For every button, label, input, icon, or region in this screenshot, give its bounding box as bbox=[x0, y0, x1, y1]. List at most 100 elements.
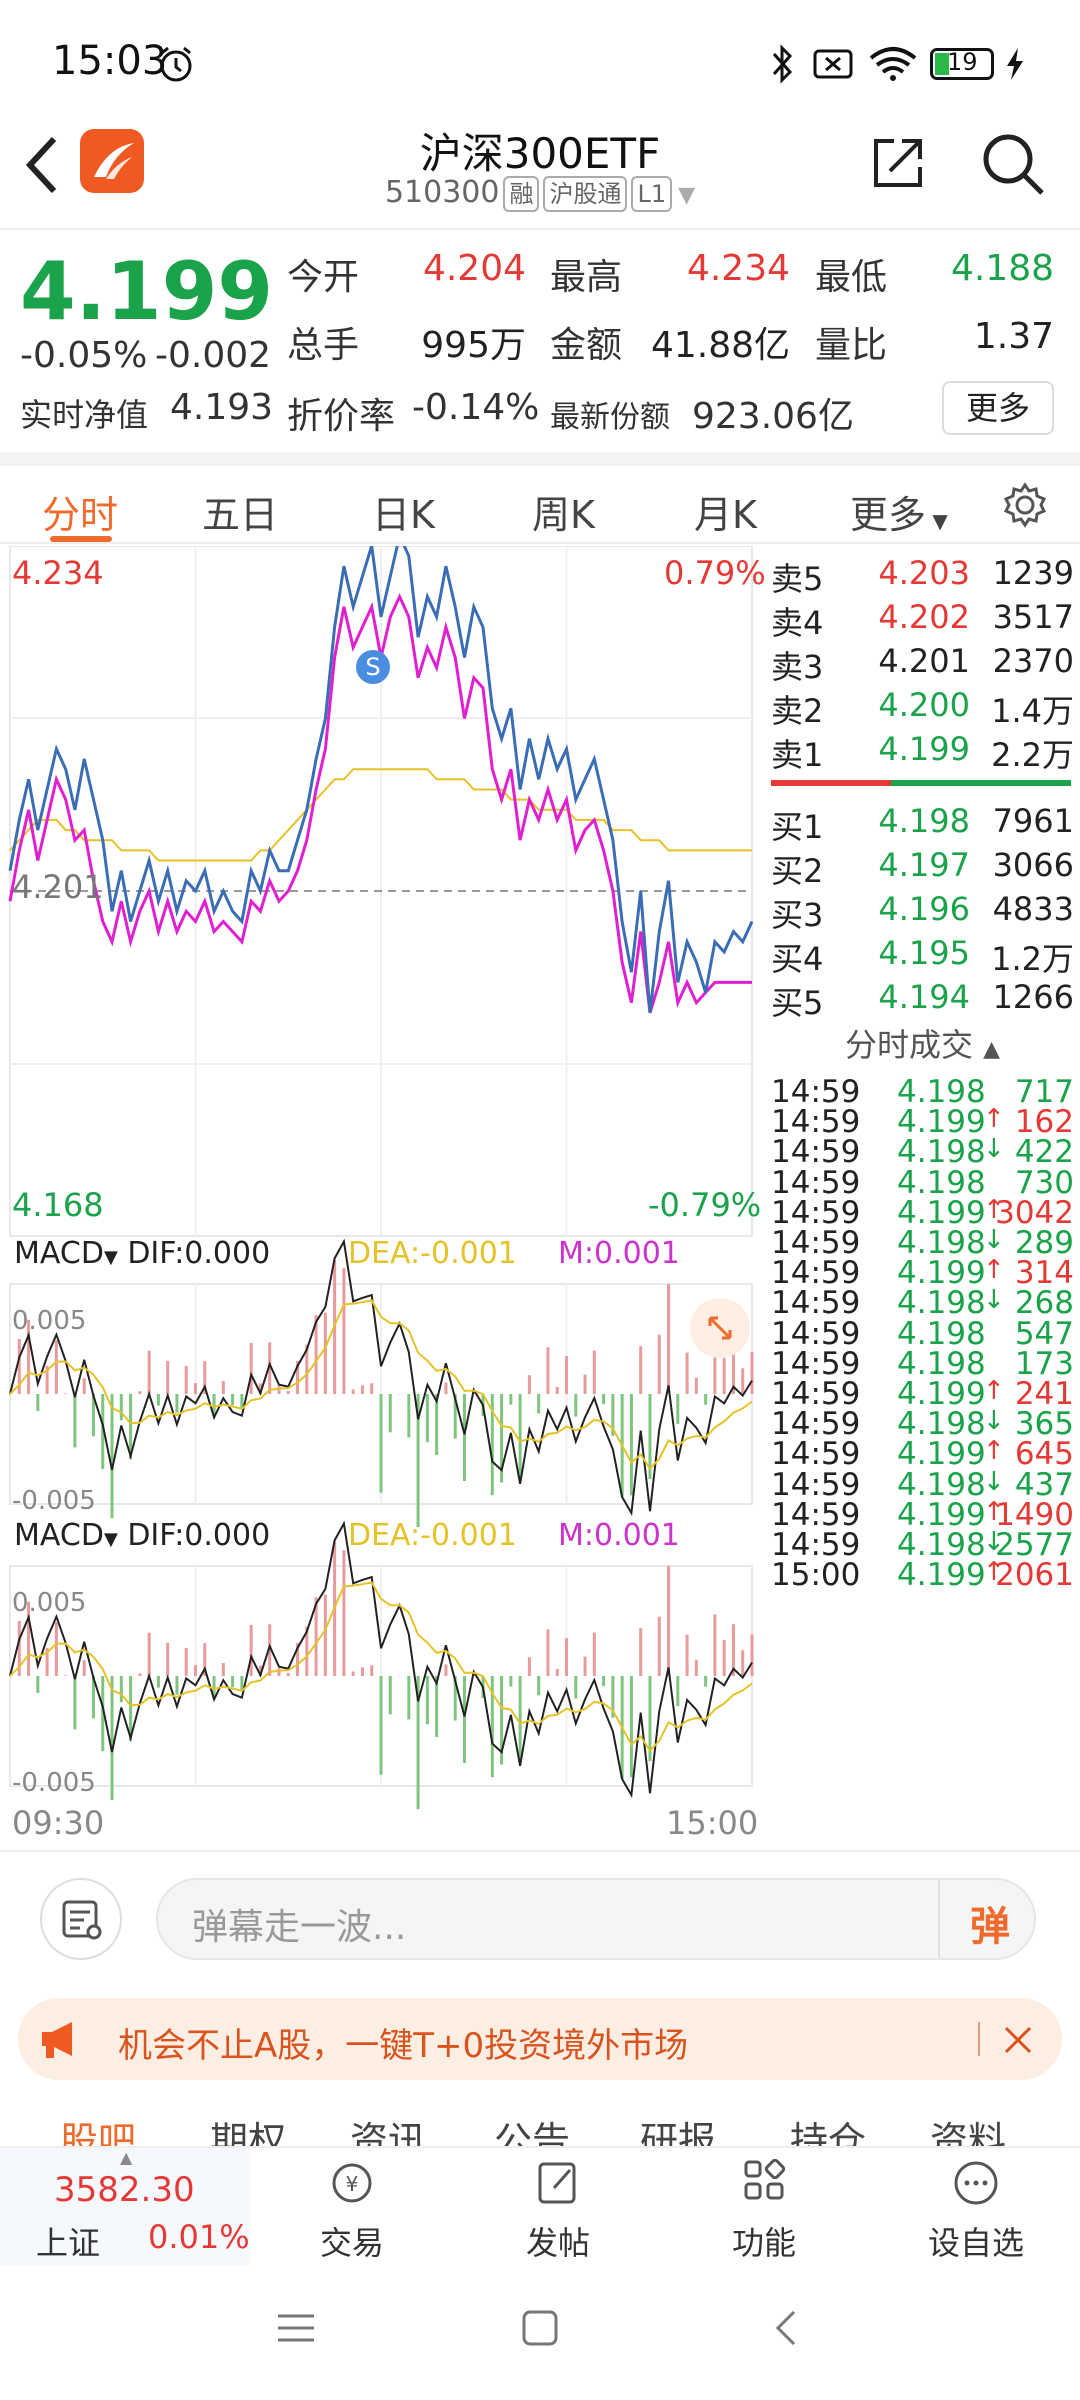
tab-intraday[interactable]: 分时 bbox=[42, 493, 119, 537]
ad-banner[interactable]: 机会不止A股，一键T+0投资境外市场 bbox=[18, 1998, 1062, 2080]
ask-row[interactable]: 卖1 4.199 2.2万 bbox=[765, 730, 1080, 774]
content-tab[interactable]: 研报 bbox=[640, 2119, 717, 2150]
intraday-chart[interactable]: 4.234 0.79% 4.201 4.168 -0.79% S MACD▼ D… bbox=[0, 546, 766, 1846]
sell-marker[interactable]: S bbox=[356, 650, 390, 684]
shares-label: 最新份额 bbox=[550, 400, 670, 435]
discount-value: -0.14% bbox=[412, 387, 540, 428]
danmu-bar: 弹幕走一波... 弹 bbox=[0, 1850, 1080, 1980]
nav-add-watchlist-label: 设自选 bbox=[927, 2224, 1024, 2262]
caret-up-icon: ▲ bbox=[120, 2148, 133, 2167]
shares-value: 923.06亿 bbox=[692, 396, 854, 437]
edit-icon bbox=[538, 2162, 576, 2204]
bid-row[interactable]: 买3 4.196 4833 bbox=[765, 890, 1080, 934]
bid-label: 买3 bbox=[771, 896, 824, 934]
trade-row: 14:59 4.198 ↓ 2577 bbox=[765, 1527, 1080, 1563]
back-icon[interactable] bbox=[22, 133, 62, 197]
volume-label: 总手 bbox=[287, 325, 360, 366]
content-tab[interactable]: 股吧 bbox=[60, 2119, 137, 2150]
danmu-input[interactable]: 弹幕走一波... 弹 bbox=[156, 1878, 1036, 1960]
trade-volume: 268 bbox=[1014, 1285, 1074, 1322]
trade-volume: 3042 bbox=[995, 1194, 1074, 1231]
bid-row[interactable]: 买2 4.197 3066 bbox=[765, 846, 1080, 890]
ask-row[interactable]: 卖4 4.202 3517 bbox=[765, 598, 1080, 642]
dif-line bbox=[9, 1238, 753, 1517]
trade-time: 14:59 bbox=[771, 1527, 861, 1563]
macd-dea: DEA:-0.001 bbox=[348, 1518, 517, 1553]
ask-price: 4.203 bbox=[878, 554, 970, 592]
caret-down-icon[interactable]: ▼ bbox=[103, 1247, 118, 1268]
bid-label: 买5 bbox=[771, 984, 824, 1022]
nav-trade[interactable]: ¥ 交易 bbox=[282, 2156, 422, 2264]
nav-post[interactable]: 发帖 bbox=[488, 2156, 628, 2264]
content-tab[interactable]: 公告 bbox=[494, 2119, 571, 2150]
content-tab[interactable]: 资料 bbox=[930, 2119, 1007, 2150]
tab-monthly[interactable]: 月K bbox=[694, 493, 757, 537]
ask-label: 卖3 bbox=[771, 648, 824, 686]
danmu-send-button[interactable]: 弹 bbox=[970, 1904, 1010, 1950]
trades-header[interactable]: 分时成交 ▲ bbox=[765, 1020, 1080, 1066]
nav-functions[interactable]: 功能 bbox=[694, 2156, 834, 2264]
bid-price: 4.194 bbox=[878, 978, 970, 1016]
macd-dea: DEA:-0.001 bbox=[348, 1236, 517, 1271]
bid-row[interactable]: 买4 4.195 1.2万 bbox=[765, 934, 1080, 978]
share-icon[interactable] bbox=[868, 133, 928, 193]
bid-row[interactable]: 买1 4.198 7961 bbox=[765, 802, 1080, 846]
expand-button[interactable] bbox=[690, 1298, 750, 1358]
tab-five-day[interactable]: 五日 bbox=[202, 493, 279, 537]
trade-direction-icon: ↓ bbox=[983, 1527, 1005, 1557]
trade-direction-icon: ↑ bbox=[983, 1255, 1005, 1286]
system-nav-bar bbox=[0, 2266, 1080, 2400]
trade-row: 14:59 4.199 ↑ 314 bbox=[765, 1255, 1080, 1291]
bid-row[interactable]: 买5 4.194 1266 bbox=[765, 978, 1080, 1022]
trade-row: 14:59 4.198 547 bbox=[765, 1316, 1080, 1352]
low-label: 最低 bbox=[815, 257, 888, 298]
ask-row[interactable]: 卖5 4.203 1239 bbox=[765, 554, 1080, 598]
ask-row[interactable]: 卖2 4.200 1.4万 bbox=[765, 686, 1080, 730]
tab-weekly[interactable]: 周K bbox=[532, 493, 595, 537]
dropdown-icon[interactable]: ▼ bbox=[678, 183, 696, 208]
bid-price: 4.197 bbox=[878, 846, 970, 884]
nav-add-watchlist[interactable]: 设自选 bbox=[906, 2156, 1046, 2264]
back-nav-icon[interactable] bbox=[766, 2306, 810, 2350]
trade-volume: 2577 bbox=[995, 1527, 1074, 1563]
danmu-placeholder: 弹幕走一波... bbox=[192, 1907, 407, 1948]
trade-direction-icon: ↑ bbox=[983, 1194, 1005, 1225]
clock: 15:03 bbox=[52, 38, 168, 84]
ask-volume: 2.2万 bbox=[991, 736, 1074, 774]
dea-line bbox=[9, 1581, 753, 1753]
tab-daily[interactable]: 日K bbox=[372, 493, 435, 537]
bid-volume: 4833 bbox=[992, 890, 1074, 928]
macd-indicator-select[interactable]: MACD bbox=[14, 1518, 104, 1553]
amount-label: 金额 bbox=[550, 325, 623, 366]
chart-canvas[interactable] bbox=[0, 546, 765, 1846]
tag-connect: 沪股通 bbox=[543, 176, 628, 212]
y-max-price: 4.234 bbox=[12, 554, 104, 592]
nav-value: 4.193 bbox=[170, 387, 274, 428]
macd-indicator-select[interactable]: MACD bbox=[14, 1236, 104, 1271]
menu-icon[interactable] bbox=[274, 2306, 318, 2350]
danmu-settings-button[interactable] bbox=[40, 1878, 122, 1960]
index-ticker[interactable]: ▲ 3582.30 上证 0.01% bbox=[0, 2148, 250, 2268]
settings-icon[interactable] bbox=[1002, 482, 1048, 528]
ask-row[interactable]: 卖3 4.201 2370 bbox=[765, 642, 1080, 686]
close-icon[interactable] bbox=[998, 2020, 1038, 2060]
bid-label: 买4 bbox=[771, 940, 824, 978]
trade-time: 14:59 bbox=[771, 1466, 861, 1503]
chart-tabs: 分时 五日 日K 周K 月K 更多 ▼ bbox=[0, 452, 1080, 544]
content-tab[interactable]: 期权 bbox=[210, 2119, 287, 2150]
wifi-icon bbox=[869, 47, 917, 81]
high-label: 最高 bbox=[550, 257, 623, 298]
content-tab[interactable]: 资讯 bbox=[350, 2119, 427, 2150]
bid-label: 买2 bbox=[771, 852, 824, 890]
content-tab[interactable]: 持仓 bbox=[790, 2119, 867, 2150]
more-button[interactable]: 更多 bbox=[942, 381, 1054, 435]
tab-more[interactable]: 更多 ▼ bbox=[850, 484, 948, 539]
trade-time: 15:00 bbox=[771, 1557, 861, 1594]
caret-down-icon[interactable]: ▼ bbox=[103, 1529, 118, 1550]
home-icon[interactable] bbox=[518, 2306, 562, 2350]
trade-time: 14:59 bbox=[771, 1285, 861, 1322]
trade-direction-icon: ↑ bbox=[983, 1376, 1005, 1406]
tag-level: L1 bbox=[631, 176, 673, 212]
search-icon[interactable] bbox=[980, 131, 1046, 197]
trade-direction-icon: ↑ bbox=[983, 1496, 1005, 1527]
